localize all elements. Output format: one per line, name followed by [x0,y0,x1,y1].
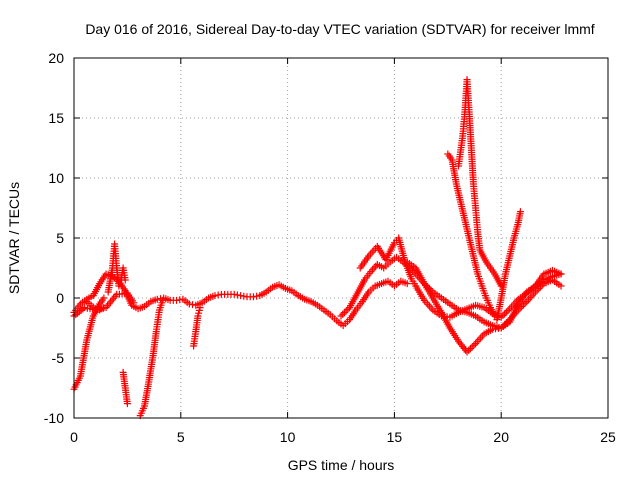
series-track-14 [493,208,524,324]
data-point [403,280,411,288]
y-tick-label: -5 [52,350,65,366]
y-tick-label: 10 [48,170,64,186]
data-point [501,310,509,318]
data-point [463,348,471,356]
data-point [340,309,348,317]
x-tick-label: 25 [600,429,616,445]
data-point [521,299,529,307]
data-point [502,308,510,316]
y-tick-label: 20 [48,50,64,66]
data-point [470,341,478,349]
y-tick-label: 15 [48,110,64,126]
data-point [115,282,123,290]
y-tick-label: 5 [56,230,64,246]
x-tick-label: 15 [387,429,403,445]
y-axis-label: SDTVAR / TECUs [6,182,22,294]
x-tick-label: 10 [280,429,296,445]
data-point [123,400,131,408]
y-tick-label: -10 [44,410,64,426]
x-axis-label: GPS time / hours [288,457,395,473]
data-point [504,306,512,314]
data-point [557,270,565,278]
data-point [468,343,476,351]
series-track-7 [136,296,167,420]
data-point [369,266,377,274]
data-point [519,301,527,309]
data-point [100,304,108,312]
data-point [465,346,473,354]
y-tick-label: 0 [56,290,64,306]
x-tick-label: 5 [177,429,185,445]
data-point [121,276,129,284]
series-track-11 [403,258,565,356]
data-point [339,310,347,318]
series-track-15 [83,298,108,314]
series-track-5 [117,264,129,284]
data-point [130,299,138,307]
chart-title: Day 016 of 2016, Sidereal Day-to-day VTE… [85,21,594,37]
x-tick-label: 0 [70,429,78,445]
data-point [337,312,345,320]
data-point [557,282,565,290]
series-track-6 [119,368,131,408]
data-point [342,307,350,315]
series-track-13 [454,76,505,290]
data-point [100,294,108,302]
data-point [531,288,539,296]
axis-ticks: 0 5 10 15 20 25 -10 -5 0 5 10 15 20 [44,50,616,445]
data-point [516,208,524,216]
series-track-8 [190,304,204,350]
data-marks [70,76,565,420]
series-track-12 [444,150,499,320]
series-track-3 [70,294,108,393]
data-point [466,345,474,353]
data-point [344,305,352,313]
x-tick-label: 20 [493,429,509,445]
data-point [196,304,204,312]
data-point [159,296,167,304]
